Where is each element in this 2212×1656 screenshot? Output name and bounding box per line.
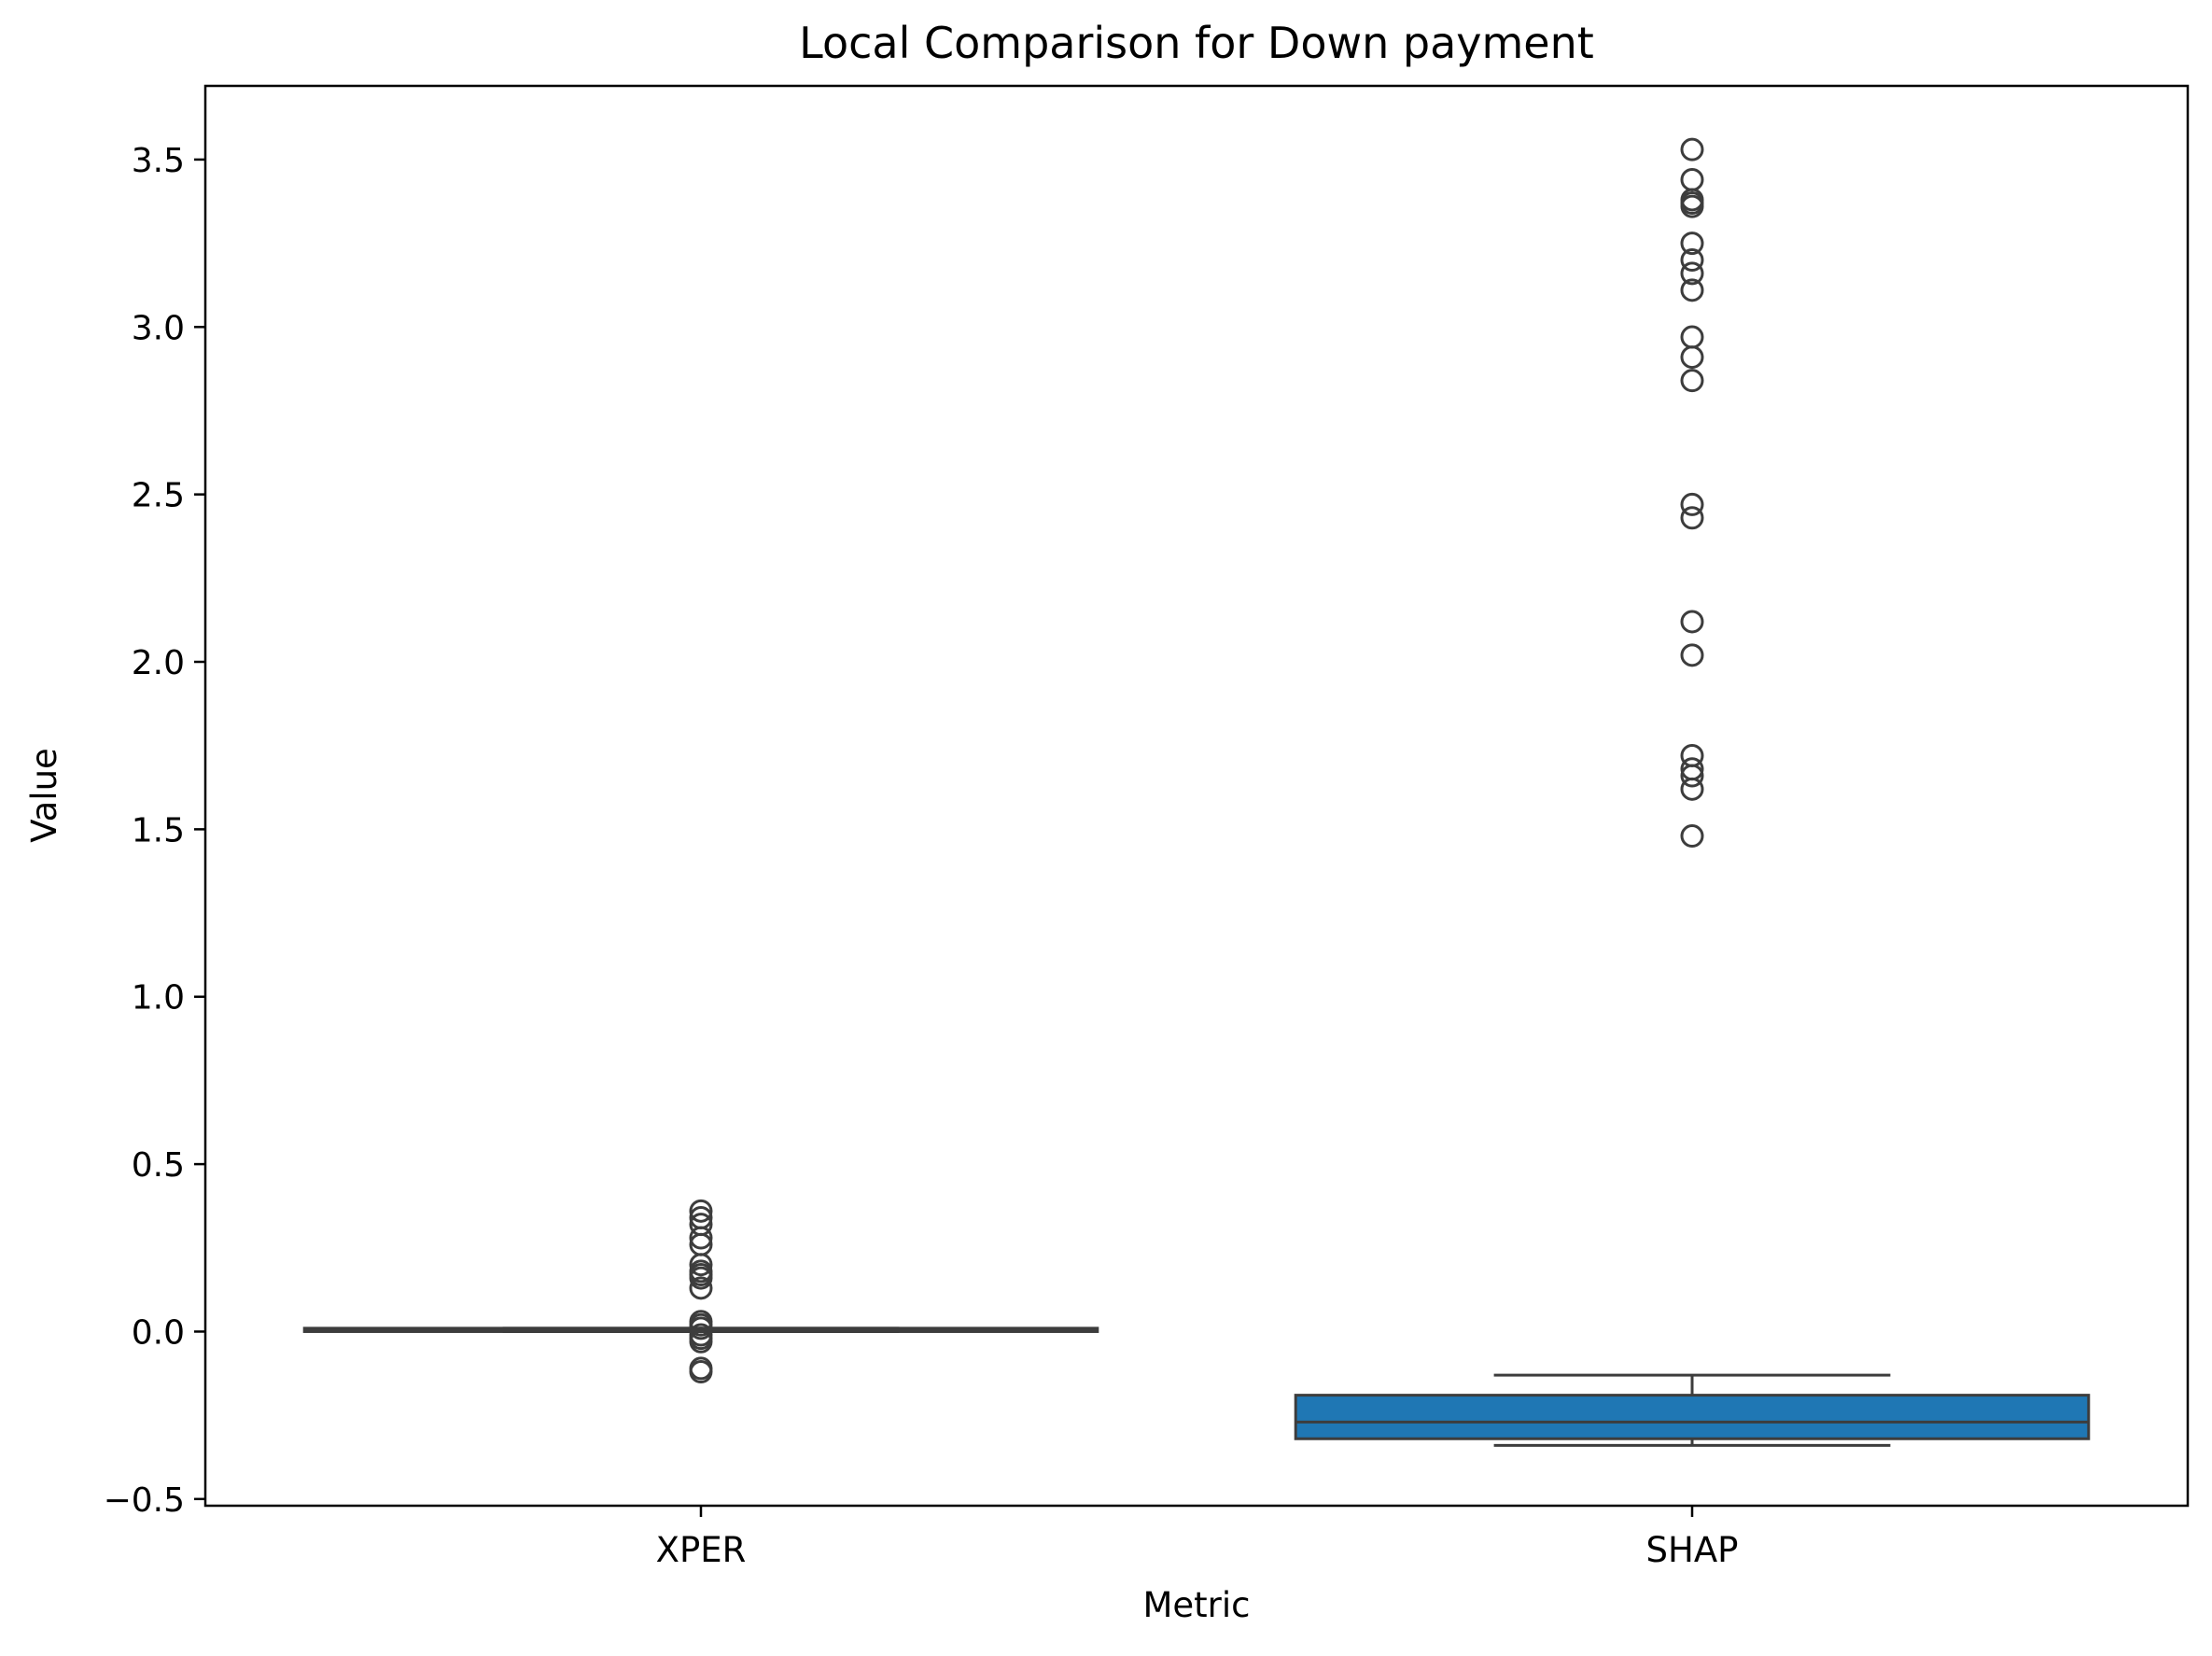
- outlier-point: [1680, 824, 1704, 849]
- outlier-point: [1680, 369, 1704, 393]
- outlier-point: [689, 1329, 713, 1354]
- box-xper: [302, 1199, 1099, 1384]
- outlier-point: [689, 1360, 713, 1384]
- x-tick-label: XPER: [656, 1530, 747, 1570]
- outlier-point: [1680, 137, 1704, 161]
- outlier-point: [1680, 492, 1704, 516]
- outlier-point: [1680, 506, 1704, 530]
- outlier-point: [1680, 325, 1704, 349]
- y-tick-label: 3.0: [132, 309, 185, 347]
- outlier-point: [1680, 610, 1704, 634]
- plot-area: [302, 137, 2091, 1447]
- outlier-point: [689, 1316, 713, 1340]
- plot-frame: [203, 84, 2190, 1508]
- outlier-point: [1680, 764, 1704, 788]
- y-tick-label: 0.0: [132, 1313, 185, 1352]
- y-tick-label: 0.5: [132, 1146, 185, 1185]
- y-axis-label: Value: [24, 748, 64, 843]
- outlier-point: [1680, 232, 1704, 256]
- outlier-point: [689, 1276, 713, 1300]
- outlier-point: [689, 1253, 713, 1277]
- outlier-point: [1680, 167, 1704, 191]
- y-tick-label: 2.0: [132, 644, 185, 682]
- y-tick-label: 3.5: [132, 142, 185, 180]
- outlier-point: [1680, 643, 1704, 667]
- box-shap: [1294, 137, 2091, 1447]
- outlier-point: [689, 1199, 713, 1223]
- y-axis: −0.5 0.0 0.5 1.0 1.5 2.0 2.5 3.0 3.5: [104, 142, 205, 1520]
- outlier-point: [1680, 777, 1704, 801]
- outlier-point: [1680, 261, 1704, 286]
- y-tick-label: 1.5: [132, 811, 185, 849]
- box-iqr: [1294, 1394, 2091, 1440]
- outlier-point: [689, 1226, 713, 1250]
- outlier-point: [1680, 248, 1704, 273]
- y-tick-label: 2.5: [132, 477, 185, 515]
- outlier-point: [1680, 278, 1704, 302]
- x-axis-label: Metric: [1142, 1585, 1250, 1625]
- chart-title: Local Comparison for Down payment: [799, 18, 1594, 68]
- outlier-point: [1680, 194, 1704, 218]
- x-tick-label: SHAP: [1646, 1530, 1739, 1570]
- y-tick-label: 1.0: [132, 979, 185, 1017]
- y-tick-label: −0.5: [104, 1481, 185, 1520]
- outlier-point: [689, 1266, 713, 1290]
- x-axis: XPER SHAP: [656, 1506, 1739, 1570]
- outlier-point: [1680, 345, 1704, 370]
